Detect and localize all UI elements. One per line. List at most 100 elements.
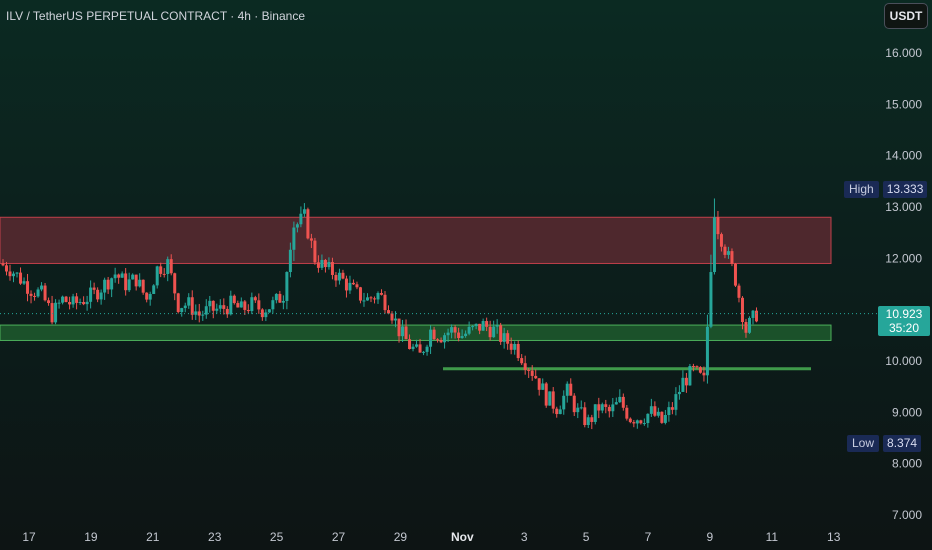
candle-body [152,285,156,294]
candle-body [485,321,489,327]
price-tick-label: 7.000 [892,508,922,522]
candle-body [211,300,215,311]
time-axis: 17 19 21 23 25 27 29 Nov 3 5 7 9 11 13 [22,530,840,544]
time-tick-label: 21 [146,530,160,544]
time-tick-label: 25 [270,530,284,544]
candle-body [334,274,338,281]
candle-body [250,297,254,312]
candle-body [663,415,667,423]
candle [50,295,54,325]
candle [159,262,163,278]
candle [208,295,212,313]
candle [674,387,678,416]
candle [369,296,373,303]
candle-body [57,302,61,304]
candle [253,295,257,303]
candle [5,261,9,276]
candle-body [740,297,744,323]
candle [709,254,713,329]
candle-body [194,311,198,315]
candle [75,292,79,310]
candle [211,300,215,319]
candle-body [523,363,527,370]
candle-body [642,423,646,425]
candle [705,314,709,384]
candle-body [222,305,226,309]
candle-body [541,383,545,390]
candle [12,271,16,283]
candle [183,302,187,313]
candle [218,299,222,313]
candle-body [285,272,289,301]
candle-body [120,273,124,278]
candle-body [443,335,447,343]
candle-body [719,234,723,247]
candle-body [429,329,433,347]
candle [576,403,580,419]
candle-body [586,417,590,426]
candle-body [110,278,114,290]
high-marker: High 13.333 [844,180,928,198]
candle [141,279,145,295]
candle [362,292,366,307]
candle-body [674,394,678,410]
candle [313,237,317,265]
candle [534,369,538,379]
candle [197,303,201,323]
candle [646,413,650,428]
candle [401,319,405,342]
candle-body [218,305,222,309]
candle-body [92,287,96,290]
candle [611,397,615,417]
candle [68,296,72,310]
candle-body [726,251,730,255]
low-marker: Low 8.374 [847,435,922,453]
candle-body [43,285,47,301]
candle-body [197,311,201,316]
candle-body [492,326,496,338]
candle-body [667,407,671,416]
candle-body [723,246,727,255]
candle-body [656,411,660,416]
candle [229,290,233,316]
candle-body [362,300,366,302]
candle [96,287,100,303]
candle [348,275,352,294]
candle-body [565,383,569,396]
candle-body [274,293,278,301]
candle-body [176,293,180,313]
candle-body [229,295,233,315]
candle-body [562,395,566,410]
currency-button[interactable]: USDT [884,3,928,29]
candle [642,418,646,426]
candle [600,402,604,414]
candle [656,407,660,418]
chart-title: ILV / TetherUS PERPETUAL CONTRACT · 4h ·… [6,9,305,23]
price-tick-label: 9.000 [892,405,922,419]
time-tick-label: 19 [84,530,98,544]
candle-body [313,240,317,263]
candle [320,254,324,271]
candle-body [320,259,324,268]
candle [677,385,681,400]
candle [485,317,489,332]
candle [751,310,755,325]
candle-body [460,336,464,339]
candle-body [716,217,720,235]
candle-body [5,265,9,272]
candle [306,207,310,240]
candle-body [387,310,391,314]
candle-body [464,333,468,337]
candle [478,323,482,335]
candle [492,320,496,338]
candle-body [369,297,373,299]
candle-body [660,411,664,423]
candle [432,326,436,340]
candle-body [117,274,121,278]
candle-body [344,278,348,291]
last-price-value: 10.923 [885,306,923,321]
candle-body [432,329,436,340]
candle [351,279,355,285]
candle-body [506,333,510,344]
